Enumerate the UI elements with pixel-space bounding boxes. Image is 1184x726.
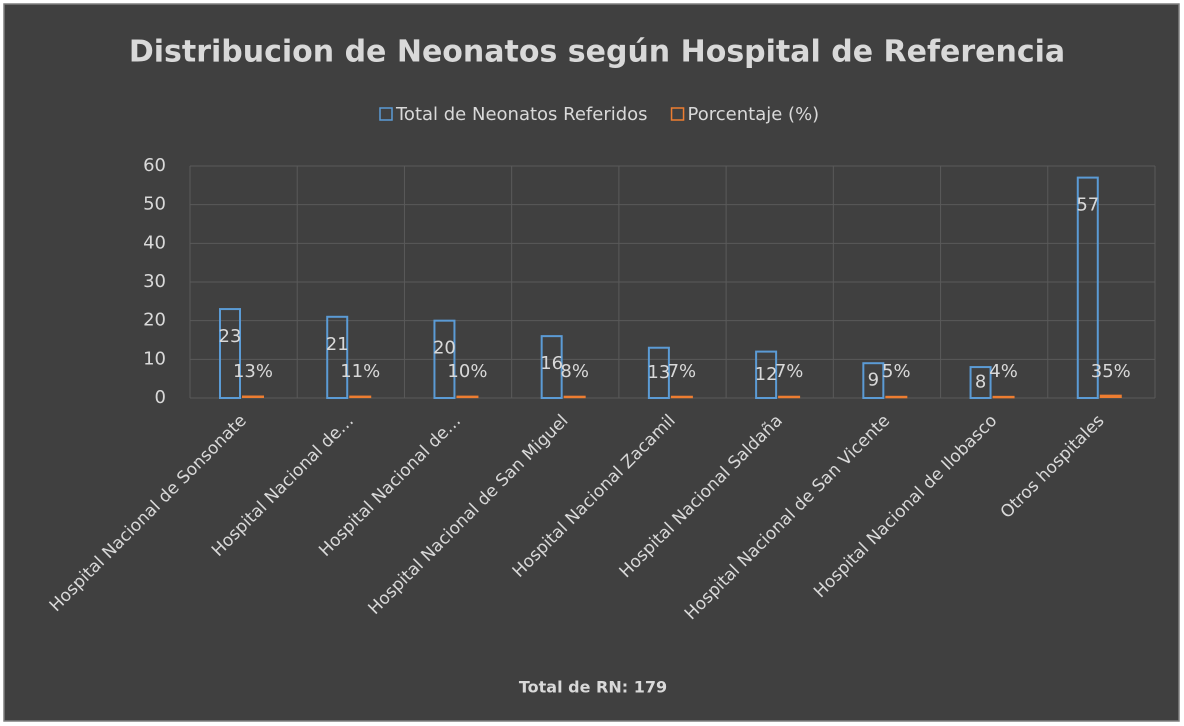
y-tick-label: 60 [143, 155, 166, 176]
bar [1076, 176, 1099, 399]
data-label: 57 [1076, 195, 1099, 216]
bar [992, 395, 1015, 399]
bar [670, 395, 693, 399]
legend-label: Total de Neonatos Referidos [395, 104, 648, 125]
bar [563, 395, 586, 399]
legend-swatch [670, 107, 685, 121]
footnote: Total de RN: 179 [519, 678, 667, 697]
y-tick-label: 40 [143, 232, 166, 253]
bar [755, 350, 778, 400]
legend-swatch [379, 107, 393, 121]
data-label: 16 [540, 353, 563, 374]
data-label: 13 [647, 362, 670, 383]
bar [778, 395, 801, 399]
legend-label: Porcentaje (%) [688, 104, 820, 125]
data-label: 20 [433, 338, 456, 359]
bar [1099, 394, 1122, 398]
chart-background [3, 3, 1180, 722]
bar [349, 395, 372, 399]
data-label: 35% [1091, 361, 1131, 382]
bar [326, 315, 349, 399]
bar [862, 362, 885, 400]
data-label: 7% [775, 361, 804, 382]
bar [540, 335, 563, 399]
y-tick-label: 0 [155, 387, 166, 408]
bar [647, 346, 670, 400]
data-label: 8% [560, 361, 589, 382]
data-label: 12 [755, 364, 778, 385]
chart-title: Distribucion de Neonatos según Hospital … [129, 35, 1065, 70]
data-label: 9 [868, 370, 879, 391]
data-label: 23 [219, 326, 242, 347]
data-label: 21 [326, 334, 349, 355]
bar [242, 395, 264, 398]
bar [885, 395, 908, 399]
data-label: 4% [989, 361, 1018, 382]
y-tick-label: 50 [143, 194, 166, 215]
bar [219, 308, 241, 400]
data-label: 7% [668, 361, 697, 382]
y-tick-label: 30 [143, 271, 166, 292]
bar [433, 319, 456, 399]
data-label: 8 [975, 372, 986, 393]
data-label: 13% [233, 361, 273, 382]
bar [969, 366, 992, 400]
data-label: 5% [882, 361, 911, 382]
bar [456, 395, 479, 399]
y-tick-label: 10 [143, 348, 166, 369]
data-label: 10% [447, 361, 487, 382]
y-tick-label: 20 [143, 310, 166, 331]
data-label: 11% [340, 361, 380, 382]
